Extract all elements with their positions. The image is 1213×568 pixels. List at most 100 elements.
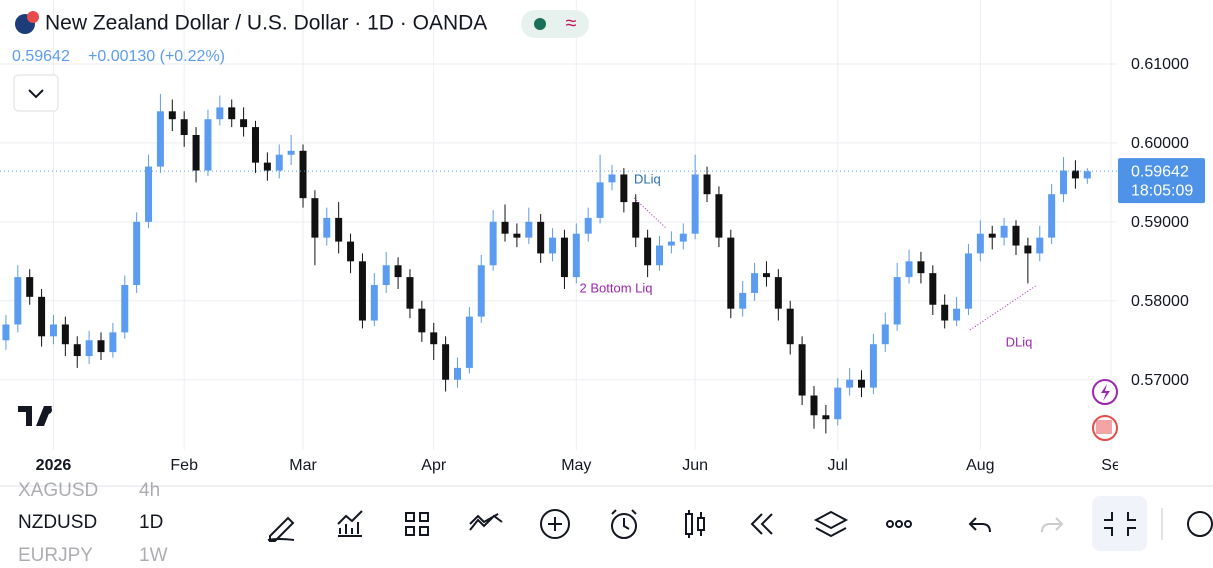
candle-body <box>192 135 200 171</box>
annotation: DLiq <box>1006 334 1033 349</box>
candle-body <box>858 379 866 388</box>
candle-body <box>394 265 402 278</box>
layouts-icon[interactable] <box>405 512 429 536</box>
add-icon <box>548 517 562 531</box>
symbol-interval[interactable]: 1W <box>139 545 168 566</box>
candle-body <box>786 308 794 345</box>
candle-body <box>632 202 640 238</box>
draw-icon[interactable] <box>267 516 295 542</box>
wave-icon: ≈ <box>566 12 577 34</box>
candle-body <box>299 150 307 199</box>
candle-body <box>1071 170 1079 179</box>
candle-body <box>465 316 473 368</box>
candle-body <box>953 308 961 321</box>
candle-body <box>1036 237 1044 254</box>
candle-body <box>204 119 212 171</box>
add-icon[interactable] <box>540 509 570 539</box>
x-tick-label: Feb <box>170 457 198 474</box>
last-price: 0.59642 <box>12 48 70 65</box>
toolbar <box>267 496 1213 551</box>
more-icon <box>895 520 903 528</box>
fullscreen-icon <box>1104 512 1136 536</box>
compare-icon[interactable] <box>469 513 503 531</box>
x-tick-label: Jun <box>682 457 708 474</box>
candle-body <box>560 237 568 278</box>
x-tick-label: Aug <box>966 457 994 474</box>
candle-body <box>917 261 925 274</box>
redo-icon[interactable] <box>1041 517 1064 533</box>
candle-body <box>156 111 164 167</box>
candle-body <box>430 332 438 345</box>
candle-body <box>537 221 545 254</box>
replay-icon[interactable] <box>750 513 773 535</box>
undo-icon[interactable] <box>968 517 991 533</box>
candle-body <box>644 237 652 266</box>
candle-body <box>323 217 331 238</box>
candle-body <box>656 245 664 266</box>
candle-body <box>133 221 141 285</box>
x-tick-label: Mar <box>289 457 317 474</box>
candle-body <box>727 237 735 309</box>
y-tick-label: 0.60000 <box>1131 135 1189 152</box>
candle-body <box>38 296 46 337</box>
collapse-button[interactable] <box>13 74 59 112</box>
candle-body <box>1000 225 1008 238</box>
symbol-interval[interactable]: 1D <box>139 512 163 533</box>
candle-body <box>762 273 770 278</box>
y-tick-label: 0.59000 <box>1131 214 1189 231</box>
candle-body <box>109 332 117 353</box>
annotation: 2 Bottom Liq <box>580 280 653 295</box>
bolt-icon <box>1101 384 1110 401</box>
candle-body <box>751 273 759 293</box>
flag-icon <box>1096 420 1112 434</box>
candle-body <box>929 273 937 305</box>
symbol-name[interactable]: NZDUSD <box>18 512 97 533</box>
candle-body <box>1048 194 1056 238</box>
alarm-icon <box>611 509 637 530</box>
candle-body <box>1012 225 1020 246</box>
candle-body <box>442 344 450 380</box>
candle-body <box>715 194 723 238</box>
candle-body <box>477 265 485 317</box>
alarm-icon[interactable] <box>611 513 637 539</box>
candle-body <box>584 217 592 234</box>
candle-body <box>275 154 283 171</box>
candle-body <box>85 340 93 357</box>
object-tree-icon[interactable] <box>1187 511 1213 537</box>
x-tick-label: 2026 <box>36 457 72 474</box>
candle-body <box>287 150 295 155</box>
annotation-line <box>633 197 667 229</box>
candle-body <box>251 127 259 163</box>
candle-body <box>145 166 153 222</box>
candle-body <box>121 285 129 333</box>
layers-icon[interactable] <box>813 510 849 538</box>
plot: DLiq 2 Bottom Liq DLiq <box>0 93 1117 434</box>
chart-type-icon[interactable] <box>685 510 705 538</box>
status-pill[interactable] <box>521 10 589 38</box>
fullscreen-button[interactable] <box>1092 496 1147 551</box>
candle-body <box>774 277 782 309</box>
market-open-dot <box>534 18 546 30</box>
candle-body <box>228 107 236 120</box>
candle-body <box>382 265 390 285</box>
x-tick-label: Apr <box>421 457 447 474</box>
candle-body <box>1024 245 1032 254</box>
chevron-icon <box>28 89 44 99</box>
candle-body <box>14 277 22 325</box>
candle-body <box>596 182 604 218</box>
more-icon[interactable] <box>886 520 894 528</box>
candle-body <box>893 277 901 325</box>
candle-body <box>240 119 248 128</box>
last-price-box <box>1118 158 1205 204</box>
symbol-name[interactable]: EURJPY <box>18 545 93 566</box>
symbol-name[interactable]: XAGUSD <box>18 480 98 501</box>
symbol-interval[interactable]: 4h <box>139 480 160 501</box>
candle-body <box>97 340 105 353</box>
candle-body <box>347 241 355 262</box>
candle-body <box>810 395 818 416</box>
candle-body <box>370 285 378 321</box>
candle-body <box>2 324 10 341</box>
candle-body <box>834 387 842 420</box>
indicators-icon[interactable] <box>337 510 363 537</box>
